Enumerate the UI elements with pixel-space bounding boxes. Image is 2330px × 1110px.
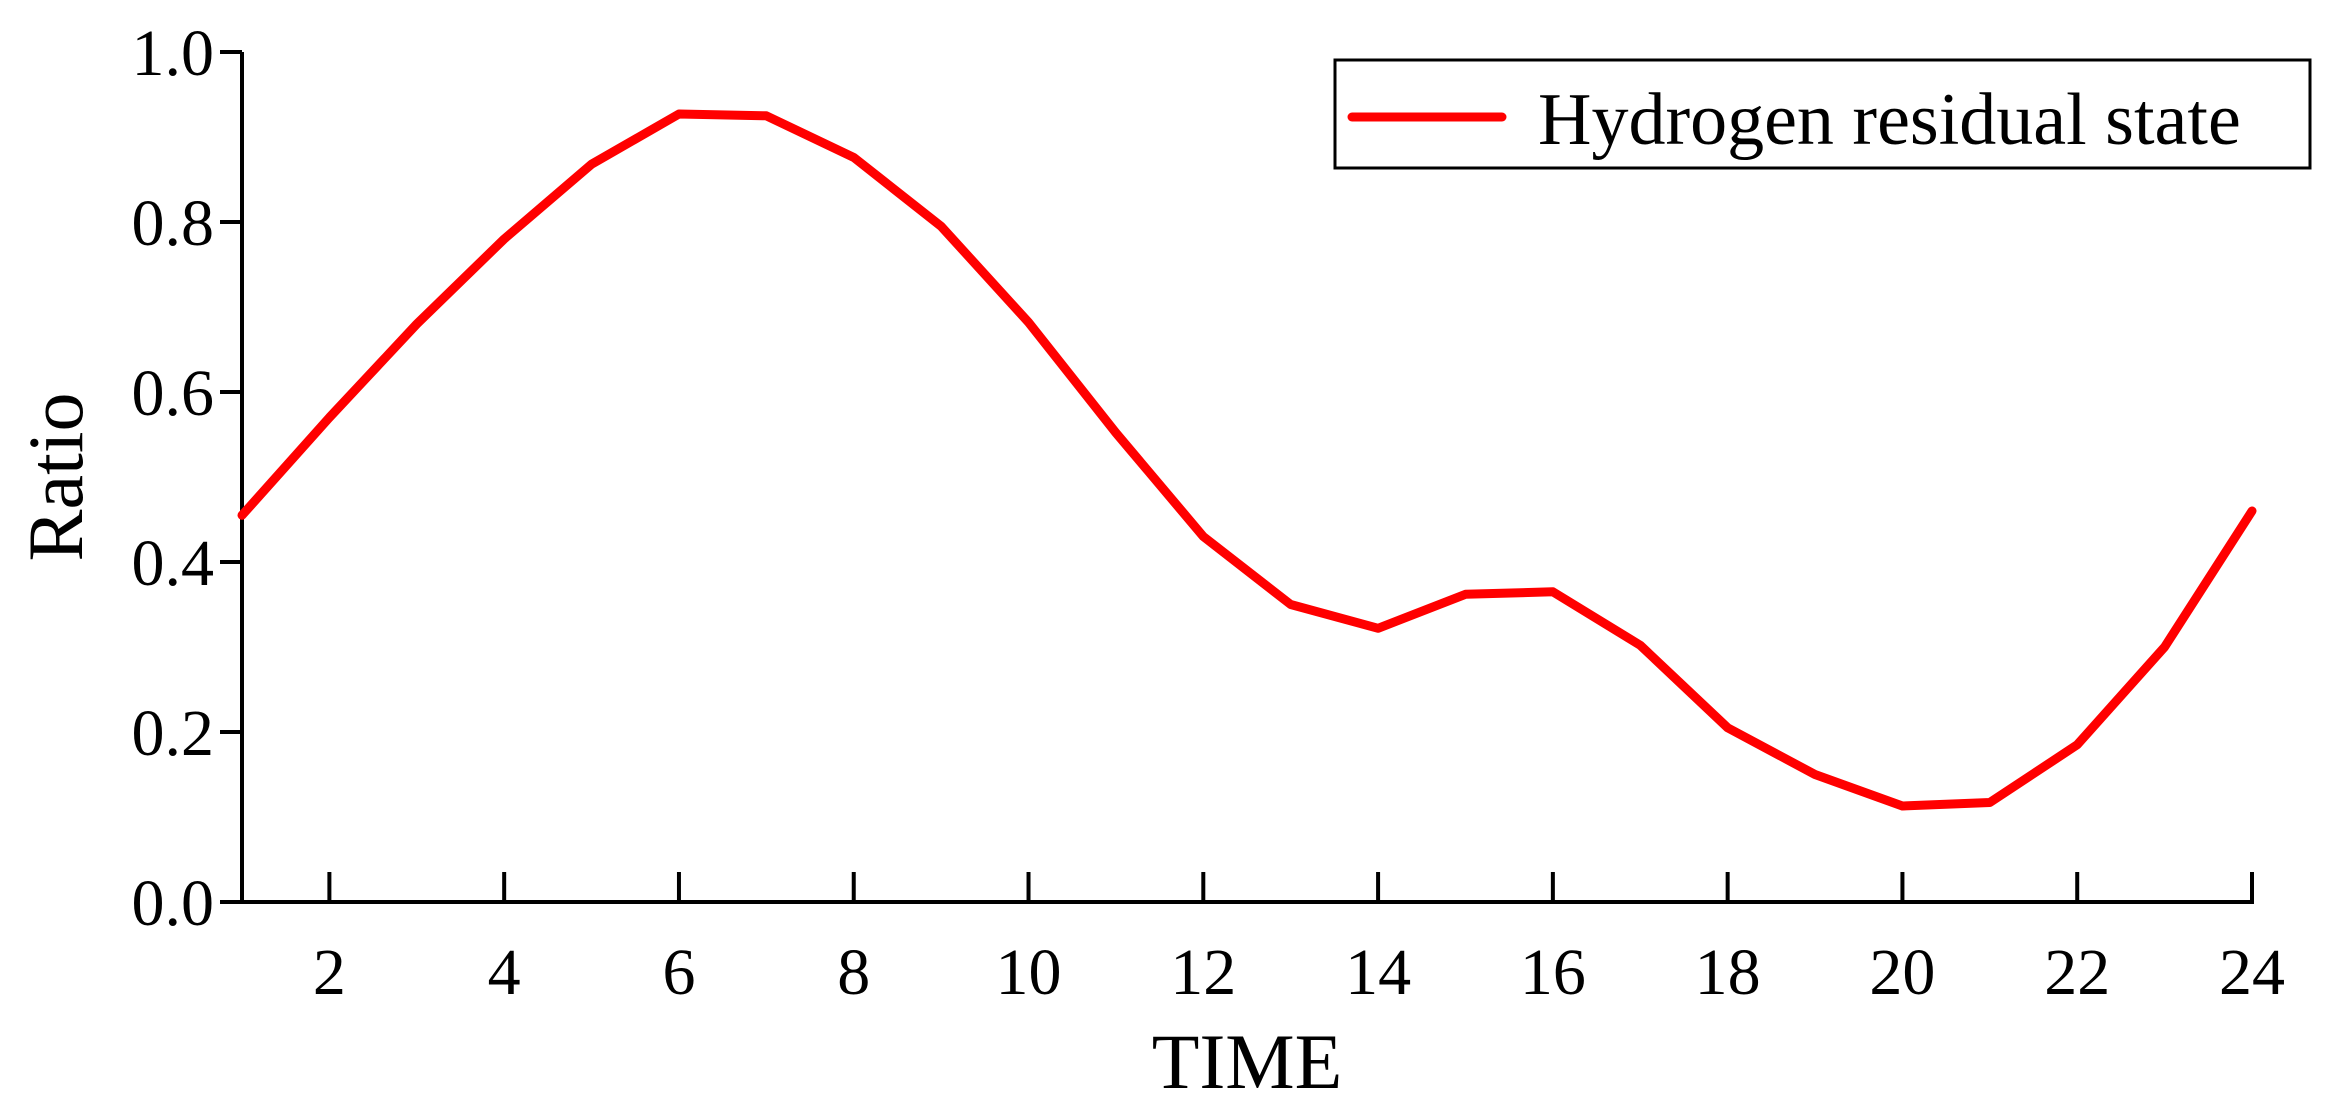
- axes: [240, 52, 2254, 904]
- y-tick-label: 1.0: [132, 17, 215, 90]
- legend-label: Hydrogen residual state: [1538, 79, 2241, 161]
- x-tick-label: 20: [1869, 936, 1935, 1009]
- y-tick-label: 0.6: [132, 357, 215, 430]
- series-layer: [237, 109, 2257, 811]
- x-axis-ticks: 2 4 6 8 10 12 14 16 18 20 22 24: [313, 872, 2285, 1009]
- y-tick-label: 0.0: [132, 867, 215, 940]
- x-tick-label: 18: [1695, 936, 1761, 1009]
- y-axis-title: Ratio: [12, 393, 99, 562]
- x-tick-label: 4: [488, 936, 521, 1009]
- x-tick-label: 24: [2219, 936, 2285, 1009]
- x-tick-label: 10: [996, 936, 1062, 1009]
- y-axis-ticks: 0.0 0.2 0.4 0.6 0.8 1.0: [132, 17, 242, 940]
- x-axis-title: TIME: [1152, 1018, 1343, 1105]
- y-tick-label: 0.4: [132, 527, 215, 600]
- x-tick-label: 6: [662, 936, 695, 1009]
- x-tick-label: 12: [1170, 936, 1236, 1009]
- x-tick-label: 8: [837, 936, 870, 1009]
- x-tick-label: 22: [2044, 936, 2110, 1009]
- x-tick-label: 14: [1345, 936, 1411, 1009]
- series-line-hydrogen-residual-state: [237, 109, 2257, 811]
- legend: Hydrogen residual state: [1333, 58, 2312, 170]
- x-tick-label: 2: [313, 936, 346, 1009]
- y-tick-label: 0.8: [132, 187, 215, 260]
- y-tick-label: 0.2: [132, 697, 215, 770]
- x-tick-label: 16: [1520, 936, 1586, 1009]
